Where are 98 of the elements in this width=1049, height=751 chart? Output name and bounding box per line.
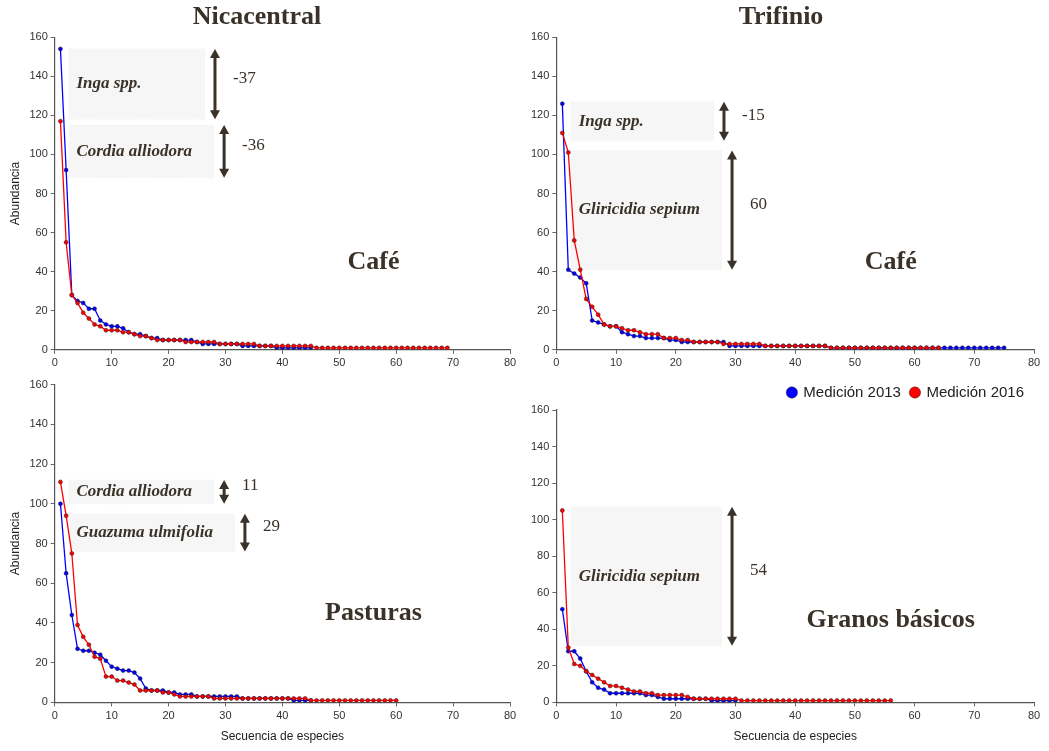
y-tick-label: 20 — [537, 303, 550, 316]
band-label: Cordia alliodora — [76, 481, 193, 501]
x-tick-label: 30 — [729, 356, 742, 369]
x-tick-label: 80 — [503, 709, 517, 722]
annotation: -36 — [242, 134, 265, 154]
y-tick-label: 120 — [29, 457, 48, 470]
y-tick-label: 140 — [530, 439, 550, 452]
y-tick-label: 0 — [41, 695, 48, 708]
y-tick-label: 20 — [35, 655, 48, 668]
x-tick-label: 70 — [446, 356, 460, 369]
y-tick-label: 100 — [29, 147, 48, 160]
y-tick-label: 40 — [35, 615, 48, 628]
y-tick-label: 100 — [530, 512, 550, 525]
band-label: Inga spp. — [577, 110, 644, 130]
y-tick-label: 0 — [543, 342, 550, 355]
y-tick-label: 80 — [35, 186, 48, 199]
y-tick-label: 60 — [537, 585, 550, 598]
x-tick-label: 30 — [219, 709, 232, 722]
annotation: 60 — [750, 193, 768, 213]
y-tick-label: 120 — [29, 108, 48, 121]
y-tick-label: 80 — [537, 186, 550, 199]
x-tick-label: 40 — [789, 709, 802, 722]
y-tick-label: 160 — [530, 403, 550, 416]
x-tick-label: 10 — [105, 709, 118, 722]
x-tick-label: 80 — [503, 356, 517, 369]
y-tick-label: 60 — [35, 576, 48, 589]
y-tick-label: 40 — [537, 622, 550, 635]
y-tick-label: 120 — [530, 108, 550, 121]
x-tick-label: 40 — [276, 356, 289, 369]
y-tick-label: 100 — [530, 147, 550, 160]
y-tick-label: 160 — [29, 377, 48, 390]
x-tick-label: 50 — [333, 356, 346, 369]
x-tick-label: 30 — [219, 356, 232, 369]
y-axis-title: Abundancia — [7, 161, 22, 226]
x-tick-label: 40 — [789, 356, 802, 369]
x-tick-label: 80 — [1027, 709, 1041, 722]
y-tick-label: 160 — [530, 30, 550, 43]
annotation: 54 — [750, 559, 768, 579]
band-label: Guazuma ulmifolia — [76, 521, 214, 541]
y-tick-label: 0 — [41, 342, 48, 355]
x-tick-label: 30 — [729, 709, 742, 722]
band-label: Inga spp. — [75, 73, 142, 93]
x-axis-title: Secuencia de especies — [733, 729, 857, 744]
chart-title: Trifinio — [738, 1, 824, 31]
x-tick-label: 10 — [105, 356, 118, 369]
band-label: Cordia alliodora — [76, 140, 193, 160]
y-tick-label: 60 — [35, 225, 48, 238]
y-tick-label: 140 — [530, 69, 550, 82]
chart-title: Nicacentral — [192, 1, 322, 31]
annotation: Café — [347, 245, 400, 275]
y-tick-label: 80 — [537, 549, 550, 562]
x-tick-label: 20 — [162, 709, 175, 722]
x-tick-label: 70 — [968, 356, 981, 369]
x-axis-title: Secuencia de especies — [220, 729, 345, 744]
x-tick-label: 60 — [908, 709, 921, 722]
y-tick-label: 160 — [29, 30, 48, 43]
band-label: Gliricidia sepium — [578, 565, 701, 585]
x-tick-label: 10 — [609, 709, 623, 722]
x-tick-label: 0 — [51, 356, 58, 369]
x-tick-label: 60 — [908, 356, 921, 369]
x-tick-label: 80 — [1027, 356, 1041, 369]
y-tick-label: 40 — [35, 264, 48, 277]
annotation: Granos básicos — [806, 604, 975, 634]
x-tick-label: 60 — [390, 709, 403, 722]
y-tick-label: 140 — [29, 69, 48, 82]
y-tick-label: 20 — [35, 303, 48, 316]
x-tick-label: 0 — [553, 709, 560, 722]
band-label: Gliricidia sepium — [578, 199, 701, 219]
annotation: 29 — [262, 516, 280, 536]
x-tick-label: 0 — [51, 709, 58, 722]
x-tick-label: 20 — [162, 356, 175, 369]
annotation: -15 — [741, 104, 765, 124]
y-tick-label: 40 — [537, 264, 550, 277]
y-tick-label: 140 — [29, 417, 48, 430]
y-axis-title: Abundancia — [7, 511, 22, 576]
annotation: 11 — [242, 475, 259, 495]
x-tick-label: 20 — [669, 709, 682, 722]
x-tick-label: 40 — [276, 709, 289, 722]
y-tick-label: 0 — [543, 695, 550, 708]
x-tick-label: 60 — [390, 356, 403, 369]
y-tick-label: 60 — [537, 225, 550, 238]
x-tick-label: 70 — [968, 709, 981, 722]
annotation: -37 — [232, 67, 257, 87]
x-tick-label: 20 — [669, 356, 682, 369]
y-tick-label: 20 — [537, 658, 550, 671]
y-tick-label: 120 — [530, 476, 550, 489]
x-tick-label: 0 — [553, 356, 560, 369]
x-tick-label: 50 — [848, 709, 862, 722]
annotation: Pasturas — [325, 597, 422, 627]
y-tick-label: 80 — [35, 536, 48, 549]
y-tick-label: 100 — [29, 496, 48, 509]
x-tick-label: 50 — [848, 356, 862, 369]
x-tick-label: 50 — [333, 709, 346, 722]
x-tick-label: 10 — [609, 356, 623, 369]
x-tick-label: 70 — [446, 709, 460, 722]
legend-label: Medición 2016 — [926, 382, 1025, 400]
legend-label: Medición 2013 — [803, 382, 901, 400]
annotation: Café — [864, 245, 917, 275]
